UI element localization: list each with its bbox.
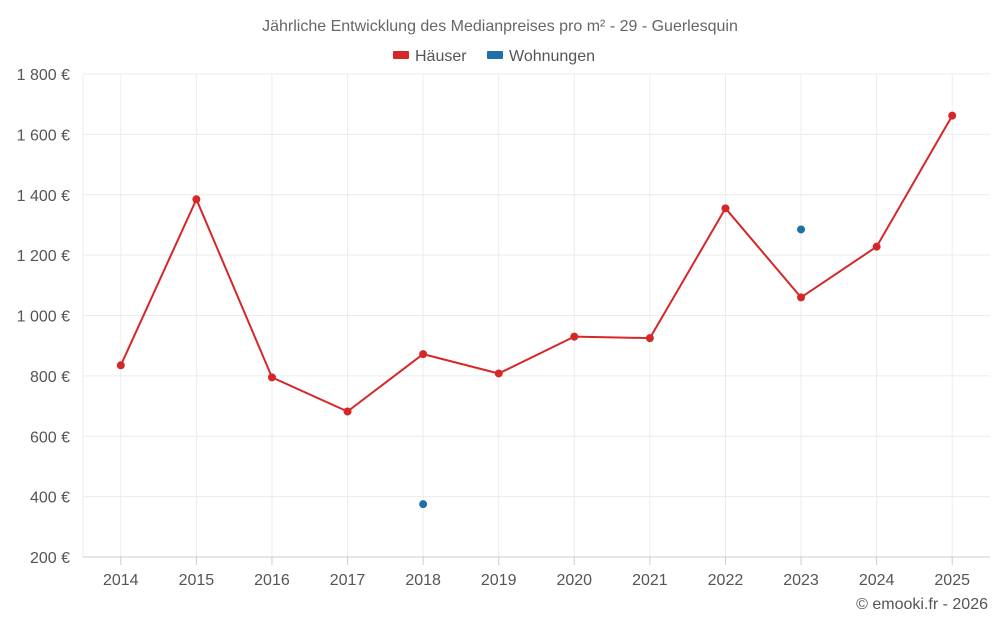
data-point-haeuser-2024[interactable] (872, 242, 881, 251)
credit-text: © emooki.fr - 2026 (856, 596, 988, 613)
y-tick-label: 1 400 € (17, 188, 70, 205)
legend-swatch-haeuser (393, 51, 409, 59)
data-point-haeuser-2025[interactable] (948, 111, 957, 120)
x-tick-label: 2019 (481, 572, 517, 589)
x-tick-label: 2024 (859, 572, 895, 589)
data-point-haeuser-2023[interactable] (797, 293, 806, 302)
y-axis: 200 € 400 € 600 € 800 € 1 000 € 1 200 € 1 400 … (17, 67, 70, 567)
data-point-wohnungen-2018[interactable] (419, 500, 428, 509)
x-tick-label: 2023 (783, 572, 819, 589)
y-tick-label: 1 200 € (17, 248, 70, 265)
data-point-haeuser-2019[interactable] (494, 369, 503, 378)
x-tick-label: 2022 (708, 572, 744, 589)
legend-swatch-wohnungen (487, 51, 503, 59)
data-point-haeuser-2016[interactable] (267, 373, 276, 382)
x-tick-label: 2014 (103, 572, 139, 589)
grid (82, 73, 990, 557)
x-tick-label: 2018 (405, 572, 441, 589)
x-axis: 2014 2015 2016 2017 2018 2019 2020 2021 2022 2023… (83, 556, 990, 589)
legend-label-wohnungen: Wohnungen (509, 48, 595, 65)
series-layer (116, 111, 957, 509)
data-point-haeuser-2017[interactable] (343, 407, 352, 416)
x-tick-label: 2017 (330, 572, 366, 589)
legend-item-haeuser[interactable]: Häuser (393, 48, 467, 65)
data-point-haeuser-2021[interactable] (645, 334, 654, 343)
data-point-haeuser-2015[interactable] (192, 195, 201, 204)
y-tick-label: 1 600 € (17, 127, 70, 144)
data-point-haeuser-2022[interactable] (721, 204, 730, 213)
series-line-haeuser (119, 115, 954, 413)
x-tick-label: 2020 (556, 572, 592, 589)
chart-title: Jährliche Entwicklung des Medianpreises … (262, 18, 738, 35)
y-tick-label: 200 € (30, 550, 70, 567)
x-tick-label: 2025 (934, 572, 970, 589)
y-tick-label: 800 € (30, 369, 70, 386)
y-tick-label: 600 € (30, 429, 70, 446)
data-point-wohnungen-2023[interactable] (797, 225, 806, 234)
legend-label-haeuser: Häuser (415, 48, 467, 65)
x-tick-label: 2015 (179, 572, 215, 589)
y-tick-label: 1 800 € (17, 67, 70, 84)
legend-item-wohnungen[interactable]: Wohnungen (487, 48, 595, 65)
x-tick-label: 2021 (632, 572, 668, 589)
y-tick-label: 1 000 € (17, 309, 70, 326)
x-tick-label: 2016 (254, 572, 290, 589)
data-point-haeuser-2020[interactable] (570, 332, 579, 341)
y-tick-label: 400 € (30, 490, 70, 507)
data-point-haeuser-2014[interactable] (116, 361, 125, 370)
data-point-haeuser-2018[interactable] (419, 350, 428, 359)
legend: Häuser Wohnungen (393, 48, 595, 65)
